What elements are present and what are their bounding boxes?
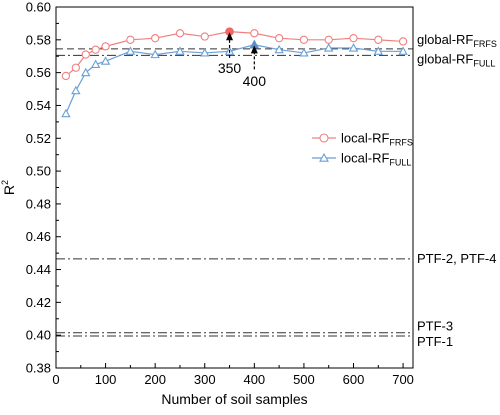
data-point [175,29,185,38]
data-point [398,46,408,55]
data-point [126,35,135,44]
axes: 0 100 200 300 400 500 600 700 0.38 0.40 0.42 0.44 0.… [26,0,414,387]
data-point [373,46,384,55]
legend-label: local-RFFRFS [341,131,413,148]
data-point [71,63,80,72]
data-point [71,85,81,95]
legend: local-RFFRFS local-RFFULL [312,131,413,168]
reference-line-label: PTF-2, PTF-4 [417,251,496,266]
data-point [348,43,359,52]
annotation-label: 350 [218,60,242,76]
x-tick-label: 400 [243,372,265,387]
data-point [100,56,111,65]
data-point [323,43,334,52]
y-tick-label: 0.38 [26,361,51,376]
x-tick-label: 100 [95,372,117,387]
data-point [125,46,136,55]
data-point [398,37,408,46]
reference-line-label: PTF-1 [417,334,453,349]
annotation-arrow-head [250,45,258,54]
data-point [175,46,185,55]
data-point [299,48,309,57]
legend-marker [319,152,329,162]
y-tick-label: 0.42 [26,295,51,310]
data-point [250,29,259,38]
x-tick-label: 700 [392,372,414,387]
y-tick-label: 0.54 [26,98,51,113]
y-tick-label: 0.50 [26,164,51,179]
y-tick-label: 0.44 [26,262,51,277]
y-axis-title: R2 [0,180,17,195]
data-point [81,50,90,59]
x-tick-label: 600 [343,372,365,387]
x-tick-label: 0 [52,372,59,387]
y-tick-label: 0.58 [26,32,51,47]
legend-marker [319,133,329,143]
annotation-label: 400 [243,73,267,89]
data-point [324,35,333,44]
series-layer [61,27,408,118]
data-point [374,35,383,44]
data-point [101,42,110,51]
annotation-arrow-head [226,32,234,41]
y-tick-label: 0.52 [26,131,51,146]
x-tick-label: 500 [293,372,315,387]
data-point [274,44,284,54]
y-tick-label: 0.60 [26,0,51,15]
data-point [150,49,160,59]
data-point [61,108,71,118]
data-point [200,32,209,41]
data-point [61,71,71,81]
data-point [349,34,358,43]
data-point [91,45,100,54]
y-tick-label: 0.48 [26,196,51,211]
x-axis-title: Number of soil samples [161,391,307,407]
data-point [299,35,309,44]
reference-line-label: global-RFFRFS [417,32,497,49]
x-tick-label: 200 [144,372,166,387]
data-point [200,48,210,57]
data-point [274,34,284,43]
data-point [151,34,160,43]
y-tick-label: 0.46 [26,229,51,244]
reference-line-label: global-RFFULL [417,51,495,68]
y-tick-label: 0.56 [26,65,51,80]
reference-line-label: PTF-3 [417,319,453,334]
data-point [90,59,101,69]
y-tick-label: 0.40 [26,328,51,343]
legend-label: local-RFFULL [341,151,411,168]
x-tick-label: 300 [194,372,216,387]
data-point [81,67,91,77]
reference-lines: global-RFFRFS global-RFFULL PTF-2, PTF-4 PT… [56,32,497,349]
